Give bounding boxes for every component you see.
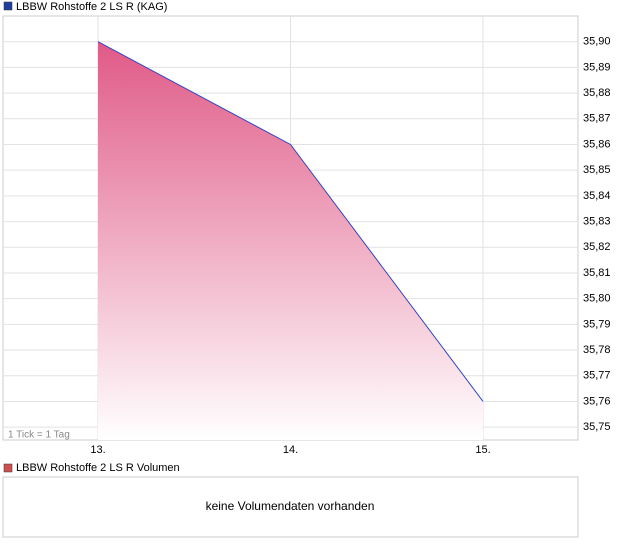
tick-note: 1 Tick = 1 Tag <box>8 430 70 441</box>
legend-marker <box>3 463 13 473</box>
y-tick-label: 35,86 <box>583 138 611 150</box>
y-tick-label: 35,87 <box>583 113 611 125</box>
volume-title: LBBW Rohstoffe 2 LS R Volumen <box>16 462 180 474</box>
chart-title: LBBW Rohstoffe 2 LS R (KAG) <box>16 1 167 13</box>
volume-message: keine Volumendaten vorhanden <box>206 499 375 513</box>
line <box>97 41 484 402</box>
y-tick-label: 35,80 <box>583 293 611 305</box>
y-tick-label: 35,85 <box>583 164 611 176</box>
y-tick-label: 35,76 <box>583 395 611 407</box>
y-tick-label: 35,90 <box>583 36 611 48</box>
y-tick-label: 35,79 <box>583 318 611 330</box>
y-tick-label: 35,83 <box>583 215 611 227</box>
x-tick-label: 15. <box>475 444 490 456</box>
y-tick-label: 35,82 <box>583 241 611 253</box>
x-tick-label: 13. <box>90 444 105 456</box>
y-tick-label: 35,89 <box>583 61 611 73</box>
y-tick-label: 35,77 <box>583 370 611 382</box>
y-tick-label: 35,88 <box>583 87 611 99</box>
y-tick-label: 35,75 <box>583 421 611 433</box>
legend-marker <box>3 1 13 11</box>
y-tick-label: 35,78 <box>583 344 611 356</box>
volume-frame <box>2 476 579 538</box>
y-tick-label: 35,81 <box>583 267 611 279</box>
y-tick-label: 35,84 <box>583 190 611 202</box>
x-tick-label: 14. <box>283 444 298 456</box>
area-fill <box>98 41 483 441</box>
